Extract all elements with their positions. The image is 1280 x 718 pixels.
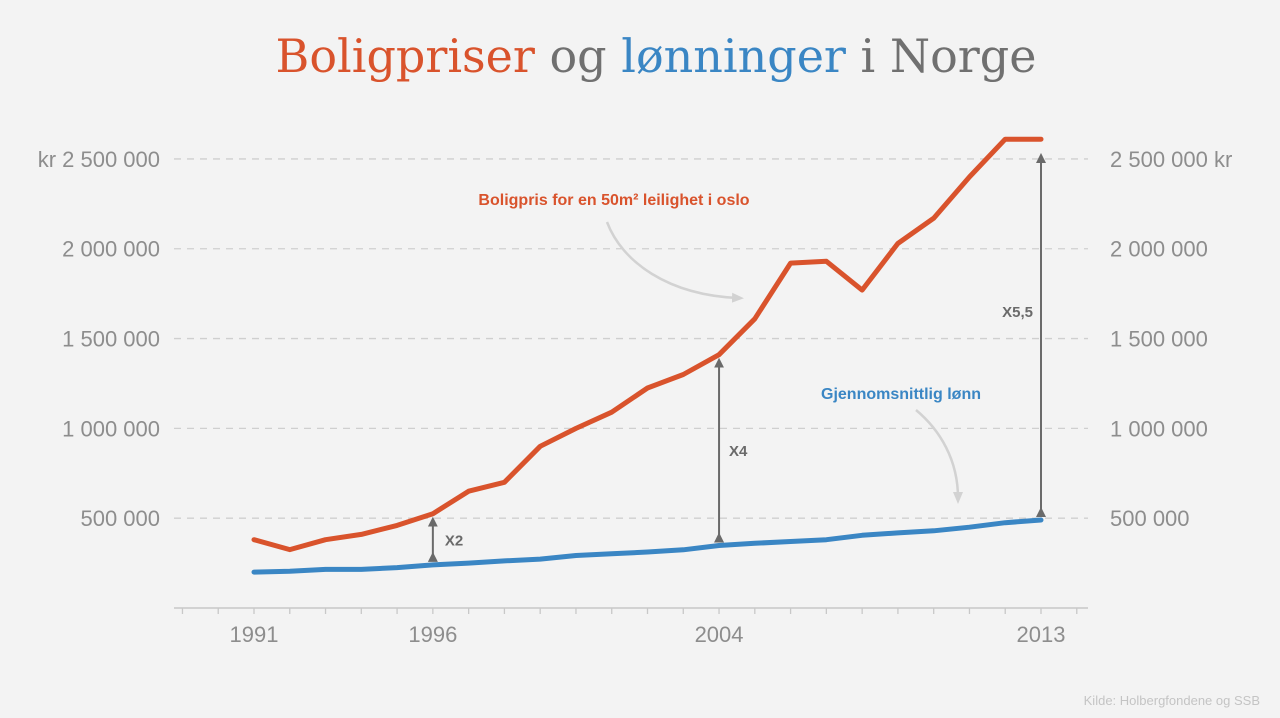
house-price-line bbox=[251, 136, 1044, 553]
multiplier-label-X5,5: X5,5 bbox=[1002, 304, 1033, 321]
title-part-1: og bbox=[535, 29, 621, 83]
chart-title: Boligpriser og lønninger i Norge bbox=[276, 29, 1037, 83]
grid bbox=[174, 158, 1088, 519]
y-axis-left-labels: 500 000 1 000 000 1 500 000 2 000 000 kr 2 5… bbox=[38, 147, 160, 531]
y-tick-label-left: 1 500 000 bbox=[62, 327, 160, 352]
x-tick-label: 2013 bbox=[1017, 622, 1066, 647]
x-tick-label: 1996 bbox=[408, 622, 457, 647]
y-tick-label-right: 1 000 000 bbox=[1110, 416, 1208, 441]
x-axis-ticks bbox=[181, 608, 1078, 614]
x-tick-label: 1991 bbox=[230, 622, 279, 647]
house-price-series-label: Boligpris for en 50m² leilighet i oslo bbox=[478, 192, 749, 209]
house-label-pointer-arrow bbox=[605, 221, 744, 303]
title-part-0: Boligpriser bbox=[276, 29, 535, 83]
y-axis-right-labels: 500 000 1 000 000 1 500 000 2 000 000 2 500 … bbox=[1110, 147, 1232, 531]
y-tick-label-right: 1 500 000 bbox=[1110, 327, 1208, 352]
title-part-3: i Norge bbox=[846, 29, 1037, 83]
y-tick-label-left: 500 000 bbox=[80, 506, 160, 531]
title-part-2: lønninger bbox=[621, 29, 846, 83]
x-axis-labels: 1991 1996 2004 2013 bbox=[230, 622, 1066, 647]
y-tick-label-right: 2 500 000 kr bbox=[1110, 147, 1232, 172]
source-credit: Kilde: Holbergfondene og SSB bbox=[1084, 693, 1260, 708]
wage-line bbox=[251, 517, 1044, 575]
multiplier-label-X2: X2 bbox=[445, 532, 463, 549]
x-tick-label: 2004 bbox=[695, 622, 744, 647]
multiplier-label-X4: X4 bbox=[729, 443, 748, 460]
wage-label-pointer-arrow bbox=[915, 409, 963, 504]
y-tick-label-left: kr 2 500 000 bbox=[38, 147, 160, 172]
multiplier-annotations: X2 X4 X5,5 bbox=[427, 152, 1046, 562]
y-tick-label-left: 1 000 000 bbox=[62, 416, 160, 441]
wage-series-label: Gjennomsnittlig lønn bbox=[821, 386, 981, 403]
y-tick-label-right: 500 000 bbox=[1110, 506, 1190, 531]
y-tick-label-left: 2 000 000 bbox=[62, 237, 160, 262]
series-lines bbox=[251, 136, 1044, 575]
y-tick-label-right: 2 000 000 bbox=[1110, 237, 1208, 262]
